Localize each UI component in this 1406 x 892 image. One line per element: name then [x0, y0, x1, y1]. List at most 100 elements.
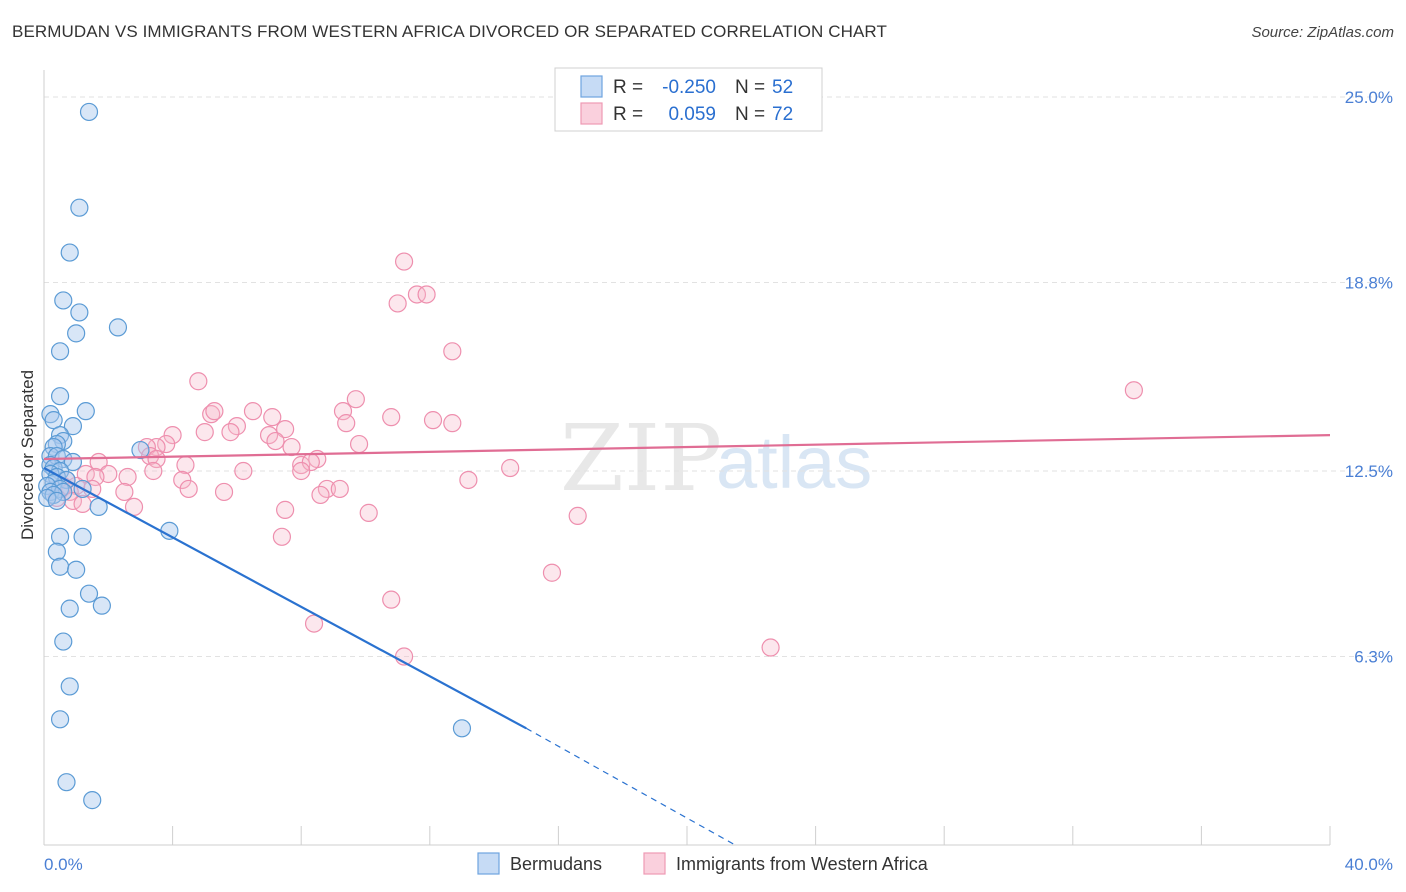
- data-point-bermudans: [63, 417, 83, 436]
- y-tick-label: 12.5%: [1345, 462, 1393, 481]
- y-tick-label: 6.3%: [1354, 648, 1393, 667]
- data-point-bermudans: [60, 599, 79, 618]
- data-point-bermudans: [452, 719, 472, 738]
- y-tick-label: 18.8%: [1345, 274, 1393, 293]
- data-point-immigrants: [542, 563, 562, 582]
- data-point-immigrants: [144, 461, 163, 481]
- data-point-bermudans: [57, 773, 76, 792]
- data-point-immigrants: [163, 425, 182, 445]
- legend-swatch-immigrants: [580, 102, 603, 125]
- data-point-bermudans: [50, 342, 70, 361]
- watermark-atlas: atlas: [716, 421, 872, 504]
- data-point-bermudans: [67, 560, 86, 579]
- watermark-zip: ZIP: [560, 405, 722, 512]
- data-point-immigrants: [118, 467, 137, 487]
- data-point-immigrants: [173, 470, 192, 490]
- x-tick-label: 40.0%: [1345, 855, 1393, 874]
- data-point-bermudans: [54, 632, 73, 651]
- data-point-immigrants: [346, 390, 365, 409]
- y-axis-tick-labels: 6.3% 12.5% 18.8% 25.0%: [1345, 88, 1393, 667]
- legend-n-value-1: 52: [772, 77, 793, 98]
- data-point-immigrants: [263, 408, 282, 427]
- data-point-immigrants: [214, 482, 234, 502]
- data-point-bermudans: [83, 791, 102, 810]
- data-point-immigrants: [333, 402, 353, 421]
- trend-line-bermudans-extension: [525, 727, 736, 846]
- data-point-immigrants: [176, 455, 195, 475]
- data-point-immigrants: [423, 411, 443, 430]
- data-point-bermudans: [76, 402, 95, 421]
- data-point-immigrants: [304, 614, 324, 633]
- correlation-legend: R = -0.250 N = 52 R = 0.059 N = 72: [554, 67, 823, 132]
- data-point-bermudans: [79, 102, 99, 122]
- data-point-immigrants: [501, 458, 520, 478]
- data-point-immigrants: [459, 470, 478, 490]
- data-point-immigrants: [282, 437, 301, 457]
- legend-n-value-2: 72: [772, 104, 793, 125]
- bottom-legend-swatch-bermudans: [477, 852, 500, 875]
- data-point-immigrants: [394, 252, 414, 271]
- axes: [43, 70, 1331, 846]
- data-point-immigrants: [202, 405, 221, 424]
- chart-title: BERMUDAN VS IMMIGRANTS FROM WESTERN AFRI…: [12, 22, 887, 41]
- data-point-immigrants: [349, 434, 369, 454]
- legend-r-label-1: R =: [613, 77, 643, 98]
- legend-n-label-2: N =: [735, 104, 765, 125]
- series-immigrants-western-africa-points: [47, 252, 1143, 666]
- data-point-immigrants: [382, 590, 401, 609]
- y-axis-label: Divorced or Separated: [18, 370, 37, 540]
- x-axis-tick-labels: 0.0% 40.0%: [44, 855, 1393, 874]
- data-point-bermudans: [44, 411, 63, 430]
- x-tick-label: 0.0%: [44, 855, 83, 874]
- bottom-legend-swatch-immigrants: [643, 852, 666, 875]
- data-point-immigrants: [337, 414, 356, 433]
- data-point-bermudans: [70, 303, 89, 322]
- data-point-immigrants: [388, 294, 407, 313]
- data-point-bermudans: [47, 491, 66, 511]
- data-point-immigrants: [86, 467, 105, 487]
- data-point-bermudans: [47, 542, 66, 561]
- data-point-immigrants: [292, 461, 311, 481]
- data-point-immigrants: [1124, 381, 1143, 400]
- legend-r-value-2: 0.059: [668, 104, 716, 125]
- data-point-bermudans: [70, 198, 89, 217]
- data-point-immigrants: [221, 423, 240, 442]
- data-point-immigrants: [443, 342, 462, 361]
- data-point-immigrants: [179, 479, 198, 499]
- legend-n-label-1: N =: [735, 77, 765, 98]
- series-legend: Bermudans Immigrants from Western Africa: [477, 852, 929, 875]
- data-point-bermudans: [92, 596, 111, 615]
- data-point-immigrants: [266, 431, 285, 451]
- series-bermudans-points: [38, 102, 472, 810]
- trend-line-immigrants: [43, 433, 1331, 461]
- data-point-immigrants: [276, 420, 295, 439]
- data-point-bermudans: [60, 677, 79, 696]
- data-point-immigrants: [443, 414, 462, 433]
- data-point-bermudans: [50, 527, 70, 546]
- bottom-legend-label-immigrants: Immigrants from Western Africa: [676, 854, 929, 874]
- data-point-bermudans: [50, 387, 70, 406]
- data-point-immigrants: [205, 402, 224, 421]
- data-point-immigrants: [234, 461, 253, 481]
- data-point-bermudans: [54, 291, 73, 310]
- bottom-legend-label-bermudans: Bermudans: [510, 854, 602, 874]
- legend-swatch-bermudans: [580, 75, 603, 98]
- data-point-bermudans: [60, 243, 79, 262]
- data-point-immigrants: [243, 402, 263, 421]
- trend-lines: [43, 433, 1331, 846]
- data-point-immigrants: [407, 285, 427, 304]
- data-point-bermudans: [79, 584, 99, 603]
- data-point-bermudans: [108, 318, 128, 337]
- data-point-bermudans: [50, 557, 70, 576]
- data-point-immigrants: [330, 479, 349, 499]
- data-point-immigrants: [761, 638, 780, 657]
- source-credit: Source: ZipAtlas.com: [1251, 24, 1394, 41]
- data-point-bermudans: [50, 710, 70, 729]
- data-point-immigrants: [272, 527, 292, 546]
- grid-lines: [44, 96, 1392, 658]
- data-point-immigrants: [115, 482, 134, 502]
- data-point-immigrants: [189, 372, 208, 391]
- data-point-bermudans: [67, 324, 86, 343]
- data-point-bermudans: [73, 527, 92, 546]
